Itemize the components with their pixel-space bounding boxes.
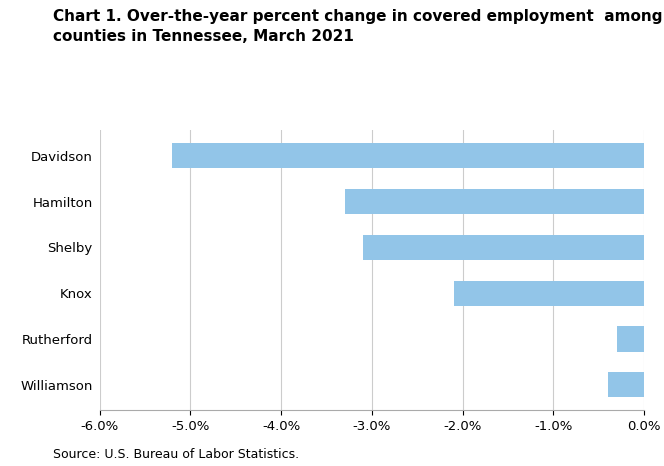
Bar <box>363 235 644 260</box>
Bar <box>454 281 644 306</box>
Bar <box>617 326 644 351</box>
Text: Chart 1. Over-the-year percent change in covered employment  among  the largest
: Chart 1. Over-the-year percent change in… <box>53 9 664 44</box>
Text: Source: U.S. Bureau of Labor Statistics.: Source: U.S. Bureau of Labor Statistics. <box>53 448 299 461</box>
Bar <box>345 189 644 214</box>
Bar <box>172 143 644 168</box>
Bar <box>608 372 644 397</box>
